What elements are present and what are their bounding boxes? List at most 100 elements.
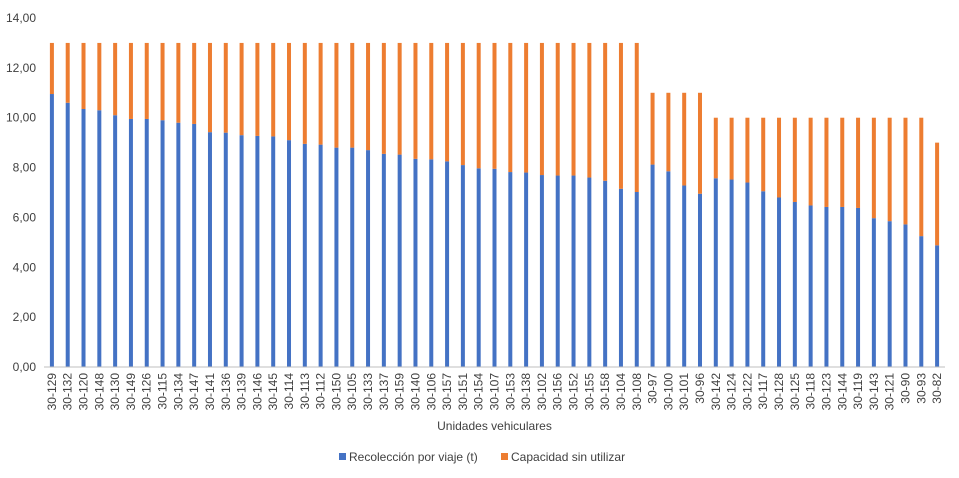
bar-capacidad (539, 42, 544, 176)
x-tick-label: 30-137 (377, 373, 391, 411)
bar-capacidad (935, 142, 940, 246)
x-tick-label: 30-108 (630, 373, 644, 411)
y-tick-label: 2,00 (13, 310, 37, 324)
legend-label: Capacidad sin utilizar (511, 450, 625, 464)
bar-recoleccion (761, 191, 766, 367)
bar-recoleccion (729, 179, 734, 367)
bar-recoleccion (903, 224, 908, 367)
x-tick-label: 30-159 (393, 373, 407, 411)
bar-recoleccion (192, 123, 197, 367)
x-tick-label: 30-147 (187, 373, 201, 411)
bar-capacidad (650, 92, 655, 165)
bar-recoleccion (650, 164, 655, 367)
bar-recoleccion (571, 175, 576, 367)
x-tick-label: 30-120 (77, 373, 91, 411)
bar-recoleccion (271, 136, 276, 367)
bar-recoleccion (366, 150, 371, 367)
bar-capacidad (856, 117, 861, 208)
x-tick-label: 30-107 (488, 373, 502, 411)
x-tick-label: 30-123 (819, 373, 833, 411)
bar-recoleccion (429, 159, 434, 367)
x-tick-label: 30-117 (756, 373, 770, 410)
bar-capacidad (887, 117, 892, 222)
bar-recoleccion (97, 110, 102, 367)
bar-capacidad (49, 42, 54, 95)
bar-capacidad (207, 42, 212, 133)
bar-capacidad (777, 117, 782, 198)
x-tick-label: 30-155 (582, 373, 596, 411)
legend-label: Recolección por viaje (t) (349, 450, 478, 464)
bar-capacidad (476, 42, 481, 169)
x-tick-label: 30-125 (788, 373, 802, 411)
bar-capacidad (492, 42, 497, 169)
legend-swatch (501, 453, 508, 460)
bar-capacidad (555, 42, 560, 176)
x-axis-title: Unidades vehiculares (437, 419, 552, 433)
bar-recoleccion (287, 140, 292, 367)
bar-recoleccion (871, 218, 876, 367)
x-tick-label: 30-143 (867, 373, 881, 411)
x-tick-label: 30-142 (709, 373, 723, 411)
x-tick-label: 30-148 (92, 373, 106, 411)
bar-recoleccion (666, 171, 671, 367)
bar-recoleccion (413, 158, 418, 367)
x-tick-label: 30-152 (567, 373, 581, 411)
x-tick-label: 30-118 (804, 373, 818, 410)
bar-recoleccion (160, 120, 165, 367)
bar-recoleccion (223, 132, 228, 367)
x-tick-label: 30-119 (851, 373, 865, 410)
x-tick-label: 30-124 (725, 373, 739, 411)
bar-recoleccion (302, 143, 307, 367)
bar-capacidad (445, 42, 450, 162)
x-tick-label: 30-150 (329, 373, 343, 411)
bar-recoleccion (792, 201, 797, 367)
y-tick-label: 8,00 (13, 161, 37, 175)
bar-recoleccion (255, 135, 260, 367)
bar-recoleccion (539, 175, 544, 367)
bar-capacidad (571, 42, 576, 176)
bar-capacidad (113, 42, 118, 116)
bar-recoleccion (207, 132, 212, 367)
bar-capacidad (713, 117, 718, 179)
bar-capacidad (397, 42, 402, 155)
bar-recoleccion (935, 245, 940, 367)
x-tick-label: 30-138 (519, 373, 533, 411)
x-tick-label: 30-158 (598, 373, 612, 411)
bar-recoleccion (919, 236, 924, 367)
bar-capacidad (603, 42, 608, 181)
y-tick-label: 12,00 (6, 61, 36, 75)
bar-capacidad (729, 117, 734, 180)
bar-recoleccion (555, 175, 560, 367)
bar-recoleccion (381, 153, 386, 367)
bar-capacidad (587, 42, 592, 178)
x-tick-label: 30-96 (693, 373, 707, 404)
bar-recoleccion (634, 192, 639, 367)
bar-capacidad (97, 42, 102, 111)
bar-capacidad (223, 42, 228, 133)
bar-capacidad (413, 42, 418, 159)
bar-capacidad (302, 42, 307, 144)
bar-capacidad (255, 42, 260, 136)
bar-recoleccion (856, 207, 861, 367)
bar-recoleccion (113, 115, 118, 367)
bar-recoleccion (49, 94, 54, 368)
x-tick-label: 30-126 (140, 373, 154, 411)
y-tick-label: 10,00 (6, 111, 36, 125)
bar-recoleccion (445, 161, 450, 367)
y-tick-label: 14,00 (6, 11, 36, 25)
bar-capacidad (666, 92, 671, 172)
x-tick-label: 30-149 (124, 373, 138, 411)
bar-recoleccion (745, 182, 750, 367)
bar-capacidad (871, 117, 876, 219)
x-tick-label: 30-115 (156, 373, 170, 410)
bar-recoleccion (682, 185, 687, 367)
bar-capacidad (350, 42, 355, 148)
x-tick-label: 30-100 (661, 373, 675, 411)
x-tick-label: 30-101 (677, 373, 691, 411)
bar-recoleccion (840, 206, 845, 367)
bar-recoleccion (713, 178, 718, 367)
x-tick-label: 30-104 (614, 373, 628, 411)
bar-recoleccion (492, 168, 497, 367)
y-tick-label: 0,00 (13, 360, 37, 374)
